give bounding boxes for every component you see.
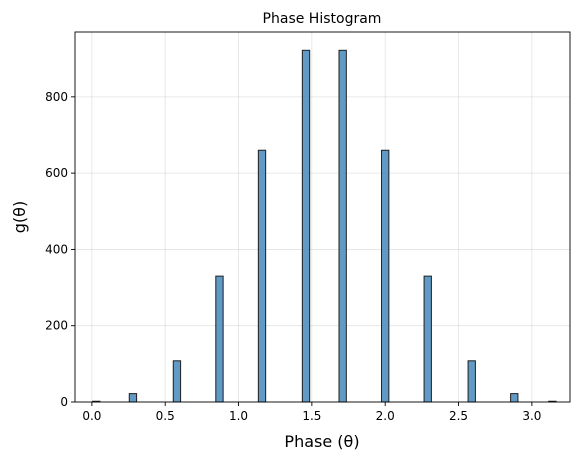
histogram-bar bbox=[172, 360, 182, 403]
histogram-bar bbox=[128, 393, 138, 403]
y-axis-label: g(θ) bbox=[10, 201, 29, 233]
y-tick-label: 200 bbox=[45, 319, 68, 333]
x-axis-label: Phase (θ) bbox=[284, 432, 359, 451]
grid-layer bbox=[75, 32, 570, 403]
histogram-bar bbox=[467, 360, 476, 403]
histogram-bar bbox=[510, 393, 519, 403]
y-tick-label: 800 bbox=[45, 90, 68, 104]
y-tick-label: 0 bbox=[60, 395, 68, 409]
y-tick-label: 600 bbox=[45, 166, 68, 180]
histogram-bar bbox=[423, 275, 432, 403]
histogram-bar bbox=[215, 275, 224, 403]
x-tick-label: 0.0 bbox=[82, 409, 101, 423]
x-tick-label: 1.5 bbox=[302, 409, 321, 423]
x-tick-label: 1.0 bbox=[229, 409, 248, 423]
x-tick-label: 0.5 bbox=[156, 409, 175, 423]
histogram-bar bbox=[257, 149, 267, 403]
bars-layer bbox=[92, 49, 557, 403]
chart-title: Phase Histogram bbox=[263, 11, 382, 27]
x-tick-label: 2.0 bbox=[376, 409, 395, 423]
histogram-bar bbox=[381, 149, 390, 403]
x-tick-label: 2.5 bbox=[449, 409, 468, 423]
y-tick-label: 400 bbox=[45, 242, 68, 256]
axes-layer: 0.0 0.5 1.0 1.5 2.0 2.5 3.0 0 200 400 600 800 bbox=[45, 31, 571, 423]
plot-frame bbox=[74, 31, 571, 403]
x-tick-label: 3.0 bbox=[522, 409, 541, 423]
histogram-bar bbox=[338, 49, 347, 403]
histogram-bar bbox=[301, 49, 311, 403]
